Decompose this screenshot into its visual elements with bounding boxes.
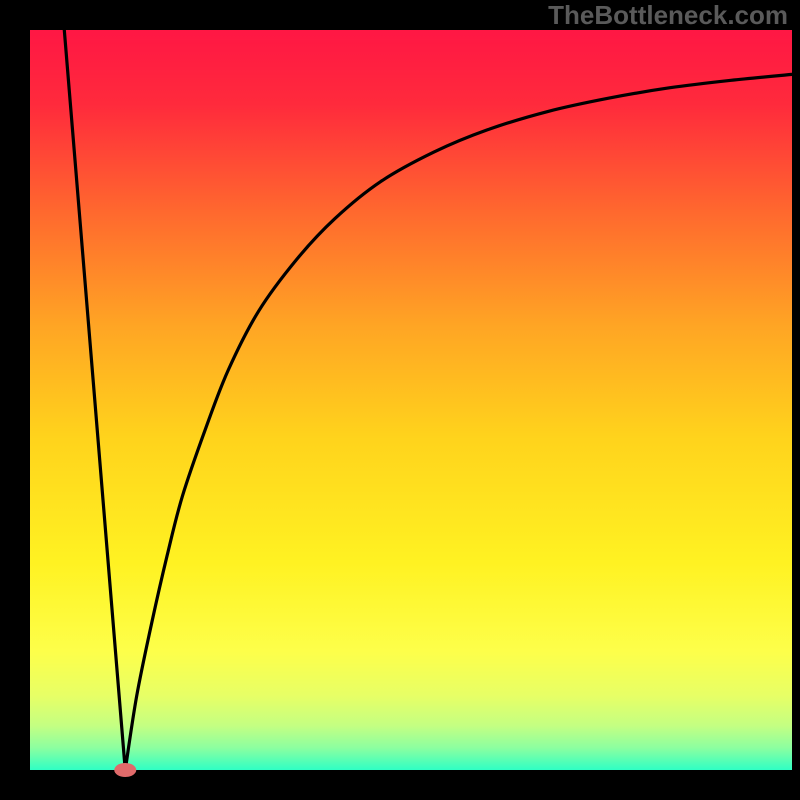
border-left	[0, 0, 30, 800]
chart-container: TheBottleneck.com	[0, 0, 800, 800]
watermark-text: TheBottleneck.com	[548, 0, 788, 31]
minimum-marker	[114, 763, 136, 777]
chart-svg	[0, 0, 800, 800]
border-right	[792, 0, 800, 800]
